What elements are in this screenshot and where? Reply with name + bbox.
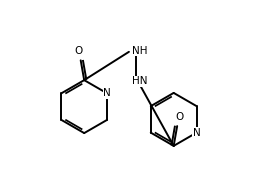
Text: O: O — [74, 46, 83, 56]
Text: HN: HN — [132, 76, 147, 86]
Text: N: N — [193, 128, 201, 138]
Text: NH: NH — [132, 46, 147, 56]
Text: N: N — [103, 88, 111, 98]
Text: O: O — [175, 112, 183, 122]
